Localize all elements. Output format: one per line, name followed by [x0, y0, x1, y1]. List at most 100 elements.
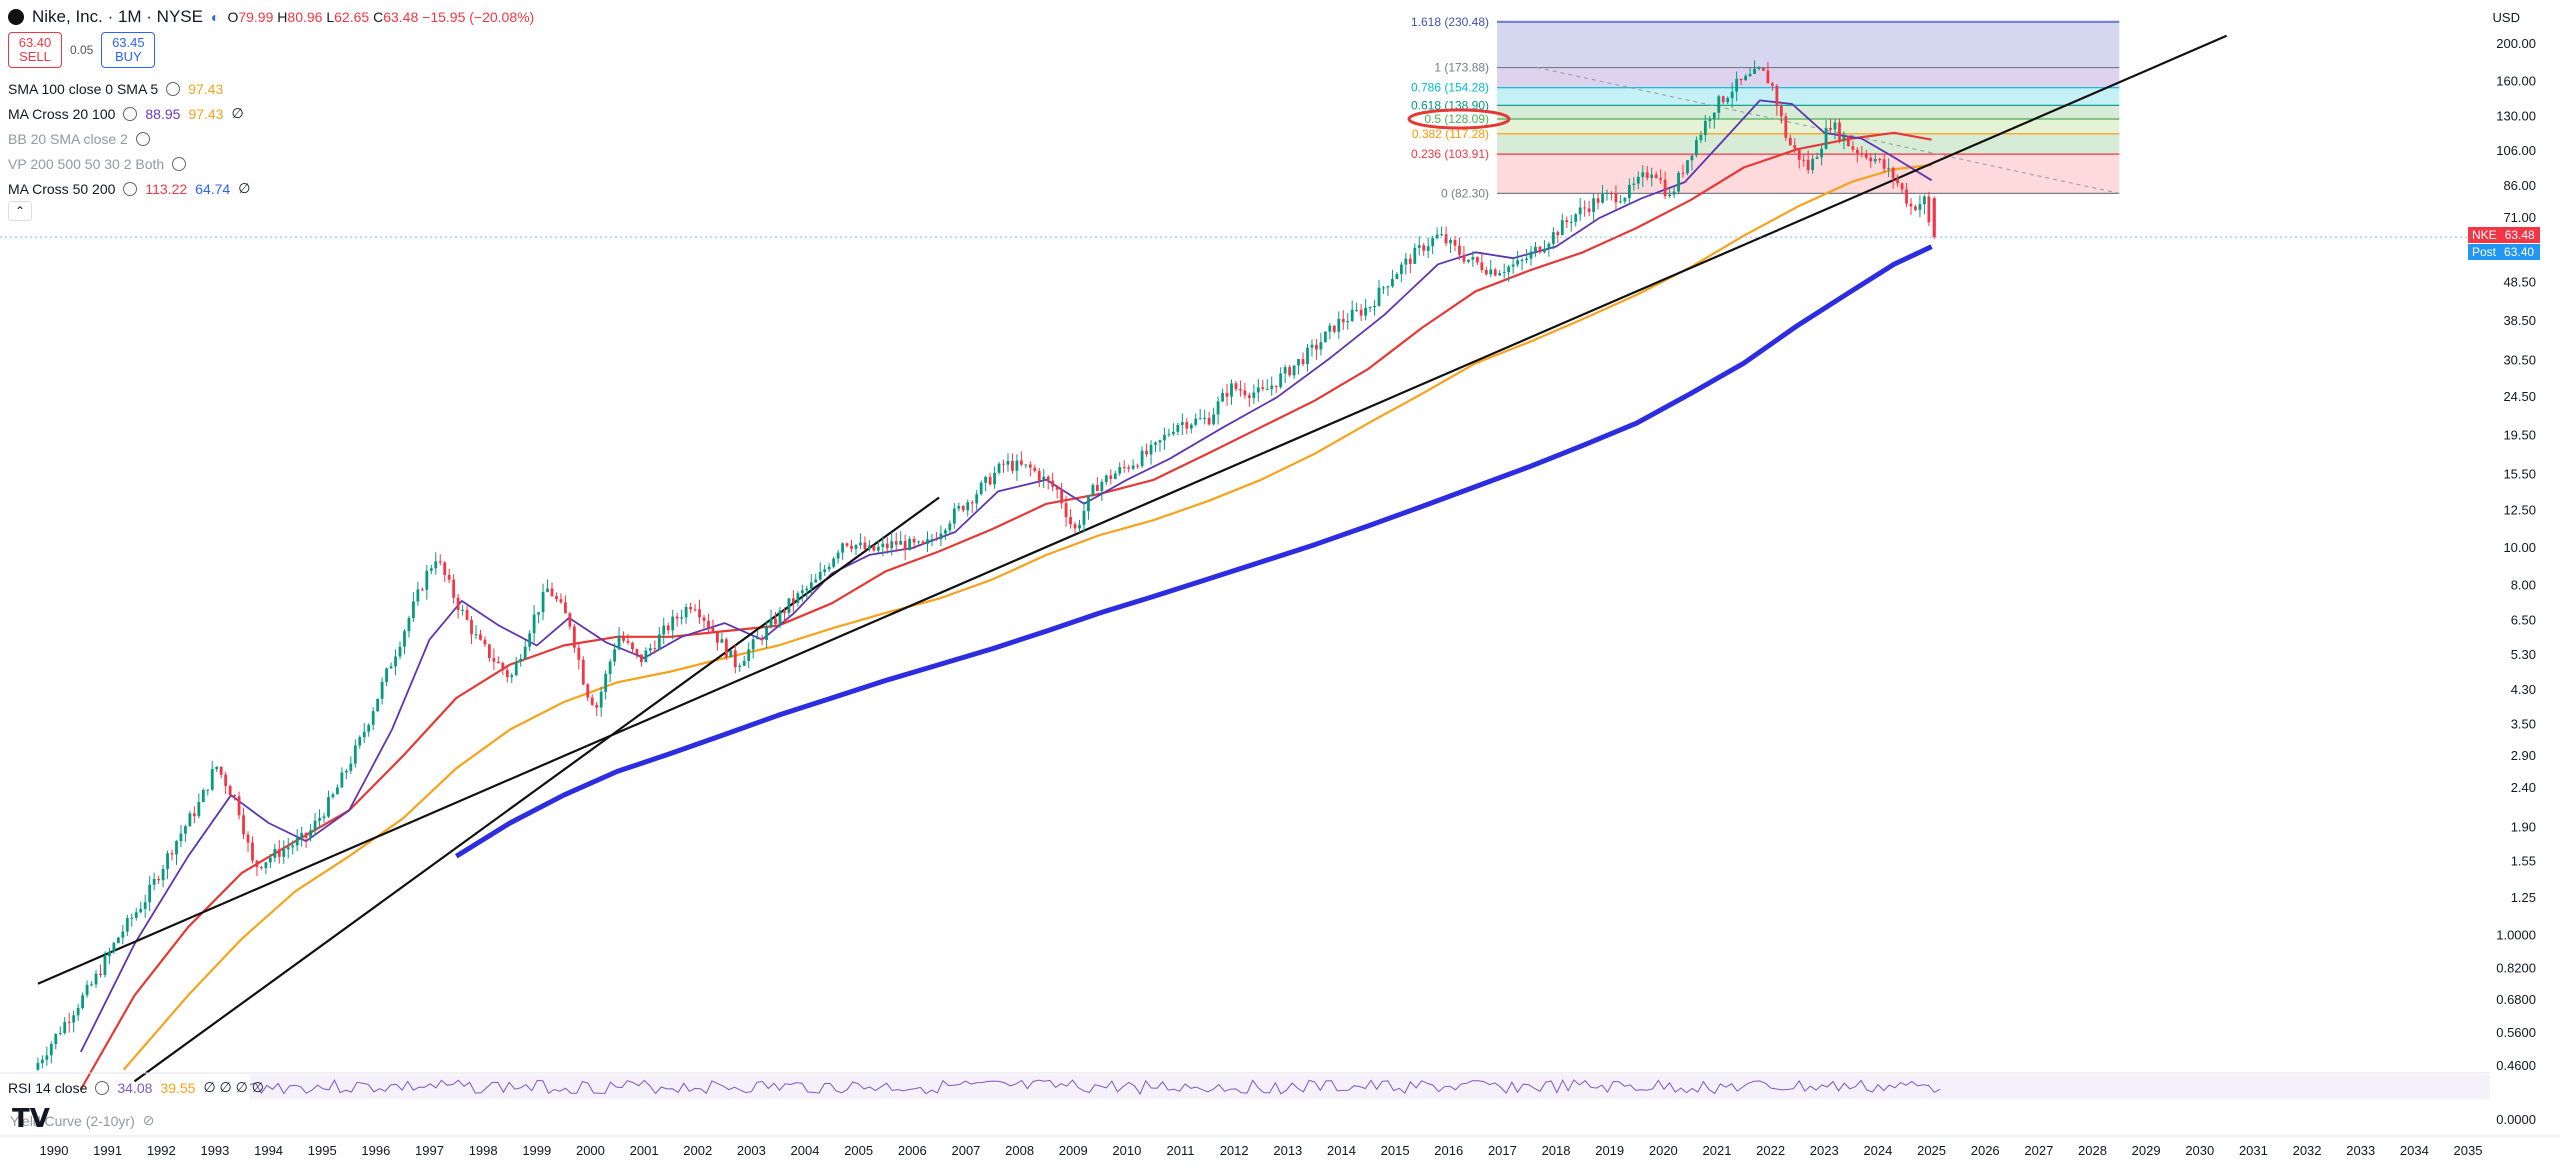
settings-icon[interactable] [123, 106, 138, 121]
candle-body [809, 582, 813, 589]
candle-body [738, 665, 742, 668]
candle-body [1636, 176, 1640, 184]
candle-body [1842, 136, 1846, 141]
candle-body [769, 618, 773, 627]
price-axis[interactable]: 200.00160.00130.00106.0086.0071.0058.004… [2496, 36, 2536, 1127]
rsi-title[interactable]: RSI 14 close [8, 1079, 88, 1096]
candle-body [1118, 467, 1122, 474]
candle-body [1341, 318, 1345, 323]
candle-body [394, 656, 397, 667]
candle-body [1520, 259, 1524, 261]
candle-body [1207, 417, 1211, 425]
candle-body [1024, 464, 1028, 466]
candle-body [814, 579, 818, 583]
candle-body [344, 770, 348, 773]
indicator-row[interactable]: VP 200 500 50 30 2 Both [8, 151, 534, 176]
candle-body [1373, 305, 1376, 308]
tradingview-logo[interactable]: TV [12, 1104, 50, 1134]
candle-body [300, 832, 304, 839]
indicator-value: ∅ [238, 180, 251, 196]
candle-body [1087, 495, 1090, 512]
fibonacci-retracement[interactable]: 1.618 (230.48) 1 (173.88) 0.786 (154.28) 0.… [1407, 15, 2120, 200]
candle-body [304, 832, 308, 838]
price-tick-label: 200.00 [2496, 36, 2536, 51]
price-tick-label: 48.50 [2503, 274, 2536, 289]
candle-body [523, 646, 527, 659]
candle-body [1100, 482, 1104, 492]
candle-body [1073, 524, 1077, 529]
candle-body [1672, 191, 1676, 195]
candle-body [1346, 321, 1350, 323]
candle-body [1851, 146, 1855, 150]
time-axis[interactable]: 1990 1991 1992 1993 1994 1995 1996 1997 1998 1999… [0, 1135, 2560, 1158]
eye-hidden-icon[interactable]: ⊘ [142, 1112, 155, 1128]
candle-body [1860, 153, 1864, 155]
sell-button[interactable]: 63.40 SELL [8, 32, 62, 68]
candle-body [1122, 467, 1126, 469]
candle-body [850, 545, 853, 549]
settings-icon[interactable] [166, 81, 181, 96]
candle-body [1551, 232, 1555, 244]
candle-body [876, 547, 880, 551]
candle-body [49, 1044, 53, 1056]
candle-body [859, 542, 862, 546]
indicator-row[interactable]: MA Cross 20 100 88.95 97.43 ∅ [8, 101, 534, 126]
rsi-band [250, 1075, 2490, 1099]
candle-body [532, 614, 536, 634]
candle-body [720, 639, 724, 643]
candle-body [1064, 503, 1068, 518]
buy-button[interactable]: 63.45 BUY [101, 32, 156, 68]
candle-body [791, 598, 795, 603]
candle-body [282, 849, 286, 857]
candle-body [1847, 136, 1850, 147]
symbol-title[interactable]: Nike, Inc. · 1M · NYSE [32, 7, 203, 26]
candle-body [760, 637, 764, 641]
candle-body [1453, 240, 1457, 246]
candle-body [894, 541, 898, 545]
candle-body [1239, 389, 1242, 391]
candle-body [1046, 476, 1050, 481]
indicator-row[interactable]: SMA 100 close 0 SMA 5 97.43 [8, 76, 534, 101]
candle-body [930, 539, 934, 541]
candle-body [890, 541, 894, 549]
indicator-row[interactable]: BB 20 SMA close 2 [8, 126, 534, 151]
time-tick-label: 1998 [469, 1143, 498, 1158]
candle-body [747, 649, 751, 661]
settings-icon[interactable] [95, 1080, 110, 1095]
candle-body [546, 588, 549, 593]
ma200-line [454, 244, 1933, 859]
candle-body [1243, 390, 1247, 396]
time-tick-label: 2007 [951, 1143, 980, 1158]
candle-body [1422, 245, 1426, 251]
candle-body [1167, 433, 1171, 435]
trendlines[interactable] [37, 34, 2228, 1083]
candle-body [1641, 172, 1645, 177]
candle-body [380, 681, 384, 699]
candle-body [264, 862, 268, 869]
candle-body [465, 609, 469, 620]
candle-body [36, 1063, 40, 1070]
eye-hidden-icon[interactable] [135, 131, 150, 146]
time-tick-label: 2034 [2400, 1143, 2429, 1158]
eye-hidden-icon[interactable] [172, 156, 187, 171]
time-tick-label: 2029 [2132, 1143, 2161, 1158]
candle-body [148, 884, 152, 903]
settings-icon[interactable] [123, 181, 138, 196]
yield-curve-title[interactable]: Yield Curve (2-10yr) [10, 1112, 135, 1129]
candle-body [648, 648, 652, 651]
candle-body [1355, 309, 1359, 311]
candle-body [1757, 67, 1761, 69]
candle-body [40, 1059, 44, 1064]
trendline [37, 34, 2228, 985]
indicator-name: MA Cross 50 200 [8, 180, 116, 197]
indicator-row[interactable]: MA Cross 50 200 113.22 64.74 ∅ [8, 176, 534, 201]
fib-band [1497, 118, 2120, 134]
candle-body [1337, 318, 1341, 332]
candle-body [1766, 70, 1770, 84]
fib-band [1497, 20, 2120, 68]
candle-body [362, 731, 366, 738]
fib-level-label: 0.382 (117.28) [1412, 127, 1489, 141]
collapse-legend-button[interactable]: ⌃ [8, 201, 32, 221]
currency-label[interactable]: USD [2492, 10, 2520, 25]
